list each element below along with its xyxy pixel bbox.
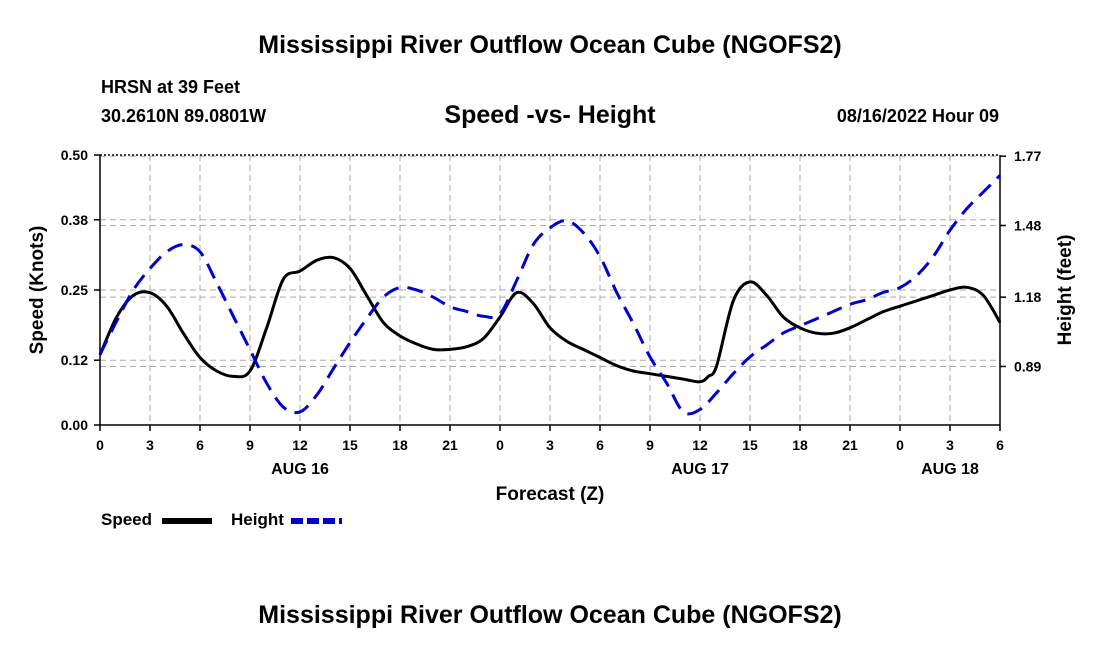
legend-height-label: Height (231, 510, 284, 529)
series-line-speed (98, 255, 1002, 384)
x-tick-label: 21 (442, 437, 458, 453)
x-tick-label: 15 (342, 437, 358, 453)
x-tick-label: 6 (996, 437, 1004, 453)
x-tick-label: 12 (292, 437, 308, 453)
x-tick-label: 21 (842, 437, 858, 453)
y-tick-label: 0.25 (61, 282, 88, 298)
day-label: AUG 18 (921, 461, 979, 478)
x-tick-label: 9 (646, 437, 654, 453)
x-tick-label: 0 (496, 437, 504, 453)
repeat-main-title: Mississippi River Outflow Ocean Cube (NG… (258, 601, 842, 629)
x-tick-label: 12 (692, 437, 708, 453)
x-tick-label: 3 (146, 437, 154, 453)
x-tick-label: 18 (392, 437, 408, 453)
day-label: AUG 16 (271, 461, 329, 478)
x-tick-label: 15 (742, 437, 758, 453)
main-title: Mississippi River Outflow Ocean Cube (NG… (258, 31, 842, 59)
x-tick-label: 0 (96, 437, 104, 453)
x-tick-label: 0 (896, 437, 904, 453)
x-tick-label: 9 (246, 437, 254, 453)
y-axis-title: Speed (Knots) (27, 226, 48, 355)
y-tick-label: 0.00 (61, 417, 88, 433)
x-tick-label: 6 (196, 437, 204, 453)
series-line-height (98, 174, 1002, 416)
x-tick-label: 18 (792, 437, 808, 453)
y-tick-label: 0.38 (61, 212, 88, 228)
day-label: AUG 17 (671, 461, 729, 478)
coordinates-label: 30.2610N 89.0801W (101, 106, 267, 126)
y2-tick-label: 1.18 (1014, 289, 1041, 305)
y-tick-label: 0.12 (61, 352, 88, 368)
station-label: HRSN at 39 Feet (101, 77, 241, 97)
y-tick-label: 0.50 (61, 147, 88, 163)
x-axis-title: Forecast (Z) (496, 484, 605, 505)
x-tick-label: 3 (946, 437, 954, 453)
y2-tick-label: 0.89 (1014, 358, 1041, 374)
x-tick-label: 6 (596, 437, 604, 453)
y2-axis-title: Height (feet) (1055, 235, 1076, 346)
y2-tick-label: 1.48 (1014, 217, 1041, 233)
legend-speed-label: Speed (101, 510, 153, 529)
chart-subtitle: Speed -vs- Height (444, 101, 656, 129)
y2-tick-label: 1.77 (1014, 148, 1041, 164)
x-tick-label: 3 (546, 437, 554, 453)
forecast-datetime: 08/16/2022 Hour 09 (836, 106, 999, 126)
